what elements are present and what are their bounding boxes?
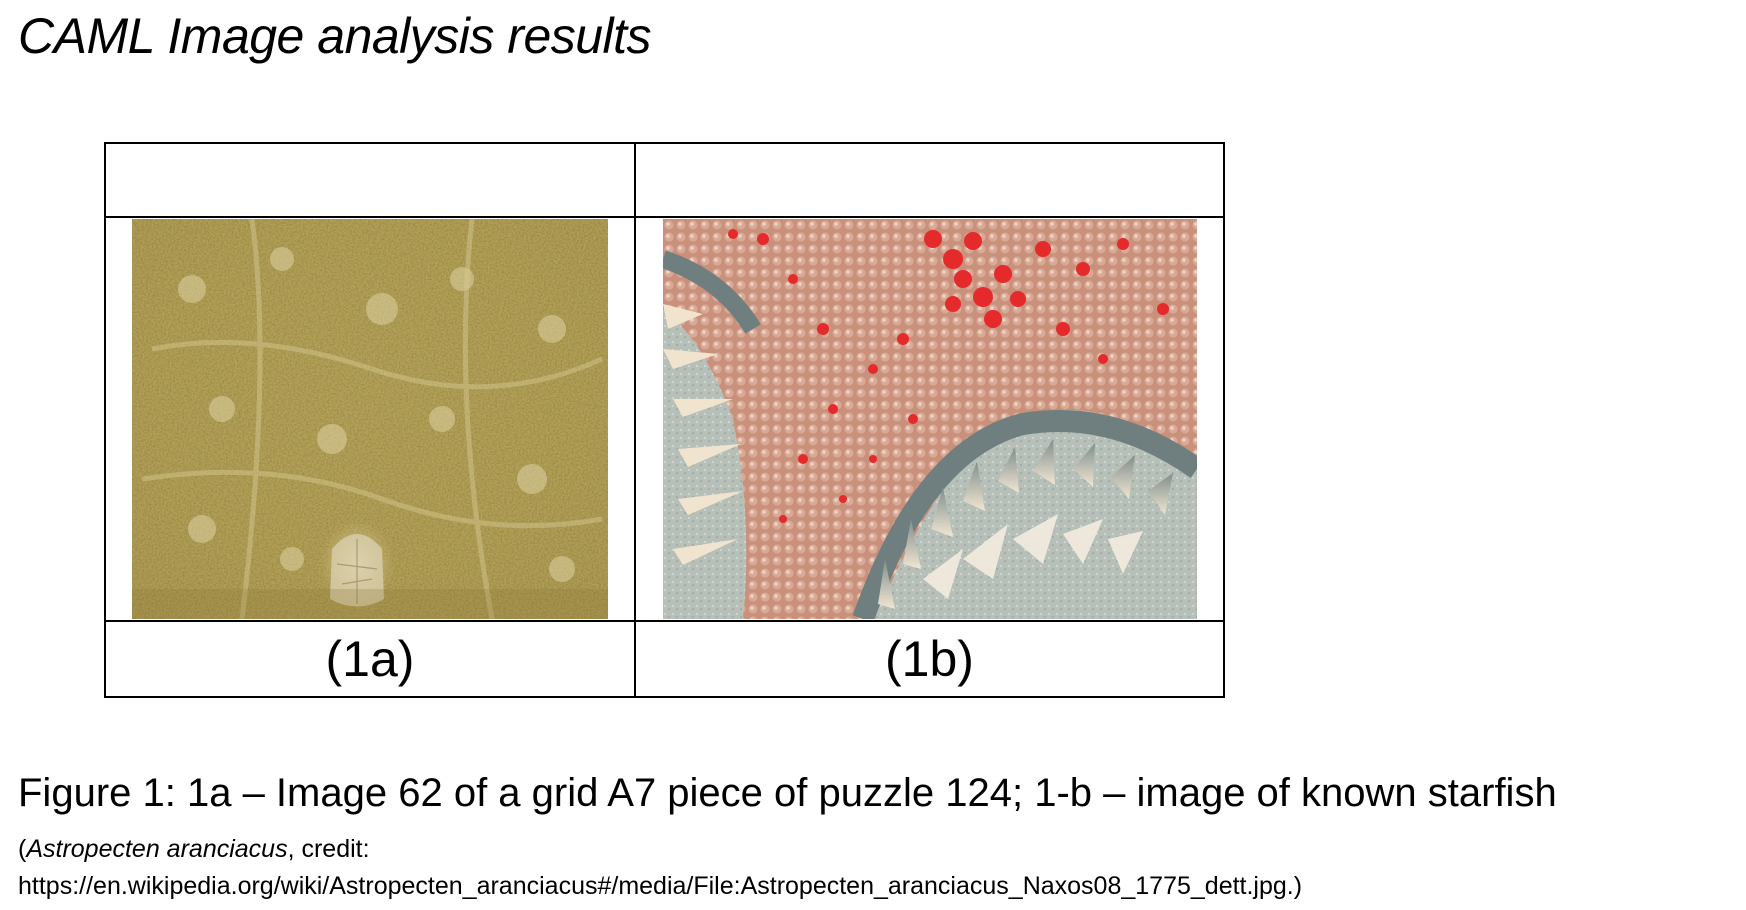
label-cell-1a: (1a) (104, 620, 636, 698)
label-cell-1b: (1b) (634, 620, 1225, 698)
header-cell-1a (104, 142, 636, 218)
table-image-row (104, 216, 1225, 622)
starfish-image (662, 219, 1197, 619)
credit-url: https://en.wikipedia.org/wiki/Astropecte… (18, 872, 1303, 900)
figure-label-1b: (1b) (885, 631, 974, 687)
image-cell-1b (634, 216, 1225, 622)
credit-line: (Astropecten aranciacus, credit: (18, 834, 370, 864)
species-name: Astropecten aranciacus (26, 835, 288, 863)
table-header-row (104, 142, 1225, 218)
credit-open-paren: ( (18, 835, 27, 863)
figure-label-1a: (1a) (325, 631, 415, 687)
page-title: CAML Image analysis results (18, 8, 652, 64)
figure-caption: Figure 1: 1a – Image 62 of a grid A7 pie… (18, 771, 1557, 815)
table-label-row: (1a) (1b) (104, 620, 1225, 698)
image-cell-1a (104, 216, 636, 622)
puzzle-piece-image (132, 219, 608, 619)
header-cell-1b (634, 142, 1225, 218)
credit-label: , credit: (287, 835, 370, 863)
figure-table: (1a) (1b) (104, 142, 1225, 698)
